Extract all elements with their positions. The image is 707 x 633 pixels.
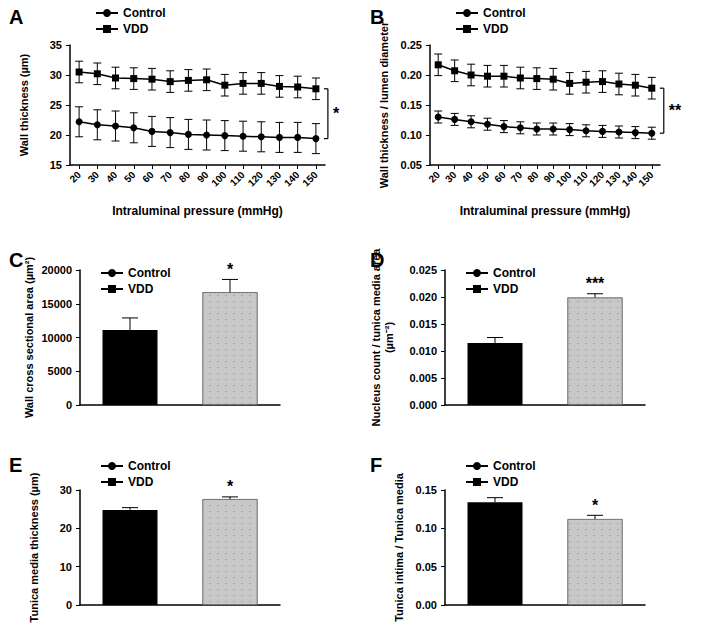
svg-text:0.10: 0.10 bbox=[401, 129, 422, 141]
svg-text:Wall thickness (µm): Wall thickness (µm) bbox=[18, 53, 30, 156]
svg-text:Control: Control bbox=[128, 266, 171, 280]
svg-text:10000: 10000 bbox=[41, 332, 72, 344]
svg-text:*: * bbox=[227, 478, 234, 495]
svg-text:15: 15 bbox=[50, 159, 62, 171]
svg-text:20: 20 bbox=[67, 169, 83, 185]
svg-text:**: ** bbox=[669, 102, 682, 119]
svg-text:80: 80 bbox=[525, 169, 541, 185]
svg-text:Intraluminal pressure (mmHg): Intraluminal pressure (mmHg) bbox=[460, 204, 631, 218]
svg-text:130: 130 bbox=[603, 169, 623, 189]
svg-text:0.005: 0.005 bbox=[409, 372, 437, 384]
svg-text:80: 80 bbox=[177, 169, 193, 185]
svg-text:35: 35 bbox=[50, 39, 62, 51]
svg-text:100: 100 bbox=[554, 169, 574, 189]
svg-text:0.10: 0.10 bbox=[416, 522, 437, 534]
svg-text:0.00: 0.00 bbox=[416, 599, 437, 611]
svg-text:0.020: 0.020 bbox=[409, 291, 437, 303]
svg-text:150: 150 bbox=[300, 169, 320, 189]
svg-text:Intraluminal pressure (mmHg): Intraluminal pressure (mmHg) bbox=[112, 204, 283, 218]
svg-text:0: 0 bbox=[66, 599, 72, 611]
svg-text:0.15: 0.15 bbox=[416, 484, 437, 496]
svg-text:20: 20 bbox=[60, 522, 72, 534]
svg-text:0.20: 0.20 bbox=[401, 69, 422, 81]
svg-text:Control: Control bbox=[493, 459, 536, 473]
svg-text:150: 150 bbox=[636, 169, 656, 189]
svg-text:15000: 15000 bbox=[41, 298, 72, 310]
svg-text:Nucleus count / tunica media a: Nucleus count / tunica media area bbox=[370, 248, 382, 427]
svg-text:130: 130 bbox=[264, 169, 284, 189]
svg-text:20: 20 bbox=[426, 169, 442, 185]
svg-text:0.05: 0.05 bbox=[416, 561, 437, 573]
svg-text:VDD: VDD bbox=[493, 282, 519, 296]
svg-text:E: E bbox=[9, 454, 22, 476]
svg-text:70: 70 bbox=[509, 169, 525, 185]
svg-text:*: * bbox=[227, 261, 234, 278]
svg-text:100: 100 bbox=[209, 169, 229, 189]
svg-text:Tunica media thickness (µm): Tunica media thickness (µm) bbox=[28, 472, 40, 622]
svg-text:60: 60 bbox=[140, 169, 156, 185]
svg-text:VDD: VDD bbox=[123, 22, 149, 36]
svg-text:C: C bbox=[9, 249, 23, 271]
svg-text:***: *** bbox=[586, 275, 605, 292]
svg-text:Wall thickness / lumen diamete: Wall thickness / lumen diameter bbox=[378, 21, 390, 188]
svg-text:Control: Control bbox=[128, 459, 171, 473]
svg-text:30: 30 bbox=[443, 169, 459, 185]
svg-text:0.010: 0.010 bbox=[409, 345, 437, 357]
svg-text:120: 120 bbox=[587, 169, 607, 189]
svg-text:Wall cross sectional area (µm²: Wall cross sectional area (µm²) bbox=[23, 257, 35, 419]
svg-text:110: 110 bbox=[228, 169, 247, 188]
svg-text:0.000: 0.000 bbox=[409, 399, 437, 411]
svg-text:0.05: 0.05 bbox=[401, 159, 422, 171]
svg-text:20: 20 bbox=[50, 129, 62, 141]
svg-text:0: 0 bbox=[66, 399, 72, 411]
svg-text:120: 120 bbox=[246, 169, 266, 189]
svg-text:30: 30 bbox=[60, 484, 72, 496]
svg-text:30: 30 bbox=[50, 69, 62, 81]
svg-text:60: 60 bbox=[492, 169, 508, 185]
svg-text:F: F bbox=[370, 454, 382, 476]
svg-text:VDD: VDD bbox=[128, 475, 154, 489]
svg-text:50: 50 bbox=[476, 169, 492, 185]
svg-text:140: 140 bbox=[282, 169, 302, 189]
svg-text:25: 25 bbox=[50, 99, 62, 111]
svg-text:B: B bbox=[370, 6, 384, 28]
svg-text:0.025: 0.025 bbox=[409, 264, 437, 276]
svg-text:40: 40 bbox=[104, 169, 120, 185]
svg-text:Control: Control bbox=[483, 6, 526, 20]
svg-text:50: 50 bbox=[122, 169, 138, 185]
svg-text:Control: Control bbox=[493, 266, 536, 280]
svg-text:10: 10 bbox=[60, 561, 72, 573]
svg-text:VDD: VDD bbox=[483, 22, 509, 36]
svg-text:70: 70 bbox=[158, 169, 174, 185]
svg-text:(µm⁻²): (µm⁻²) bbox=[383, 322, 395, 353]
svg-text:0.015: 0.015 bbox=[409, 318, 437, 330]
svg-text:*: * bbox=[592, 497, 599, 514]
svg-text:5000: 5000 bbox=[48, 365, 72, 377]
svg-text:30: 30 bbox=[86, 169, 102, 185]
svg-text:20000: 20000 bbox=[41, 264, 72, 276]
svg-text:0.25: 0.25 bbox=[401, 39, 422, 51]
svg-text:A: A bbox=[9, 6, 23, 28]
svg-text:0.15: 0.15 bbox=[401, 99, 422, 111]
svg-text:90: 90 bbox=[541, 169, 558, 185]
svg-text:140: 140 bbox=[620, 169, 640, 189]
svg-text:D: D bbox=[370, 249, 384, 271]
svg-text:*: * bbox=[333, 105, 340, 122]
svg-text:40: 40 bbox=[459, 169, 475, 185]
svg-text:110: 110 bbox=[571, 169, 590, 188]
svg-text:VDD: VDD bbox=[493, 475, 519, 489]
svg-text:VDD: VDD bbox=[128, 282, 154, 296]
svg-text:90: 90 bbox=[195, 169, 211, 185]
svg-text:Control: Control bbox=[123, 6, 166, 20]
svg-text:Tunica intima / Tunica media: Tunica intima / Tunica media bbox=[393, 472, 405, 622]
